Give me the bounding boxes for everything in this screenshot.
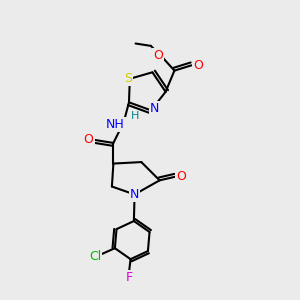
Text: Cl: Cl: [89, 250, 101, 263]
Text: O: O: [193, 59, 203, 72]
Text: N: N: [150, 102, 159, 116]
Text: N: N: [130, 188, 139, 201]
Text: S: S: [124, 72, 132, 85]
Text: NH: NH: [106, 118, 125, 131]
Text: F: F: [125, 271, 133, 284]
Text: O: O: [153, 49, 163, 62]
Text: O: O: [176, 170, 186, 183]
Text: H: H: [131, 111, 139, 122]
Text: O: O: [84, 134, 94, 146]
